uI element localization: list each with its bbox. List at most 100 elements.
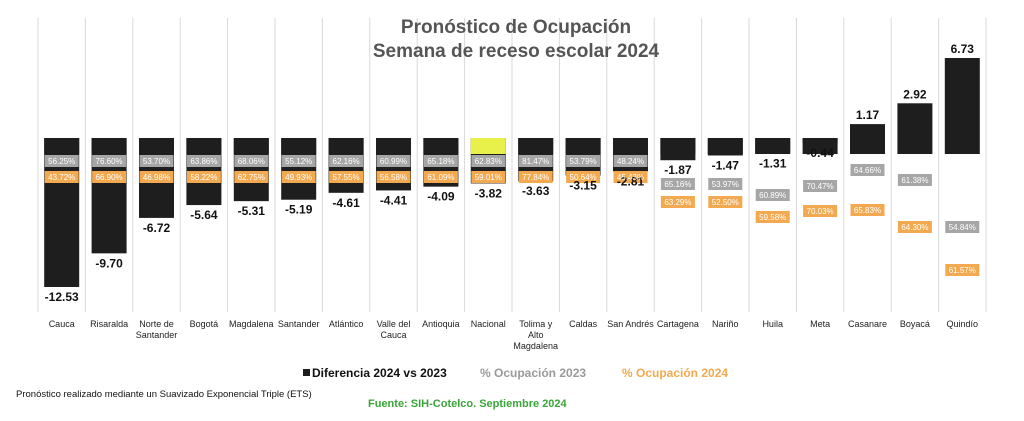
chart-title-line-1: Pronóstico de Ocupación	[401, 17, 631, 38]
diff-bar-santander	[281, 138, 317, 200]
diff-bar-highlight-nacional	[470, 138, 506, 154]
diff-value-risaralda: -9.70	[95, 256, 123, 270]
occ2023-magdalena-box	[234, 155, 269, 167]
category-label-san-andres: San Andrés	[607, 319, 654, 329]
category-label-tolima-y-alto-magdalena: Tolima y	[519, 319, 553, 329]
occ2024-nacional-box	[471, 171, 506, 183]
category-label-antioquia: Antioquia	[422, 319, 460, 329]
diff-value-cartagena: -1.87	[664, 163, 692, 177]
occ2023-santander-box	[281, 155, 316, 167]
category-label-risaralda: Risaralda	[90, 319, 128, 329]
category-label-tolima-y-alto-magdalena: Magdalena	[513, 341, 558, 351]
occ2024-norte-de-santander-box	[139, 171, 174, 183]
occ2024-risaralda-label: 66.90%	[96, 173, 123, 182]
source-note: Fuente: SIH-Cotelco. Septiembre 2024	[368, 398, 567, 410]
category-label-huila: Huila	[762, 319, 783, 329]
legend-label-diff: Diferencia 2024 vs 2023	[312, 366, 447, 380]
occ2024-magdalena-box	[234, 171, 269, 183]
occ2024-huila-box	[755, 211, 790, 223]
occ2024-san-andres-box	[613, 171, 648, 183]
occ2023-meta-box	[803, 180, 838, 192]
legend-label-2024: % Ocupación 2024	[622, 366, 728, 380]
occ2023-huila-box	[755, 189, 790, 201]
occ2023-casanare-label: 64.66%	[854, 166, 881, 175]
diff-value-huila: -1.31	[759, 157, 787, 171]
occ2024-huila-label: 59.58%	[759, 213, 786, 222]
diff-bar-narino	[707, 138, 743, 156]
diff-bar-magdalena	[233, 138, 269, 202]
occ2024-caldas-box	[566, 171, 601, 183]
occ2023-norte-de-santander-label: 53.70%	[143, 157, 170, 166]
occ2024-bogota-box	[186, 171, 221, 183]
occ2023-boyaca-label: 61.38%	[901, 176, 928, 185]
diff-value-norte-de-santander: -6.72	[143, 221, 171, 235]
diff-value-cauca: -12.53	[45, 290, 79, 304]
occ2023-atlantico-box	[329, 155, 364, 167]
occ2023-valle-del-cauca-box	[376, 155, 411, 167]
occ2023-san-andres-label: 48.24%	[617, 157, 644, 166]
occ2024-casanare-box	[850, 204, 885, 216]
occ2023-casanare-box	[850, 164, 885, 176]
category-label-bogota: Bogotá	[190, 319, 219, 329]
occ2023-bogota-box	[186, 155, 221, 167]
occ2024-quindio-box	[945, 264, 980, 276]
occ2023-bogota-label: 63.86%	[190, 157, 217, 166]
occ2023-quindio-box	[945, 221, 980, 233]
category-label-casanare: Casanare	[848, 319, 887, 329]
occ2024-antioquia-box	[423, 171, 458, 183]
occ2024-atlantico-label: 57.55%	[333, 173, 360, 182]
category-label-valle-del-cauca: Cauca	[380, 330, 406, 340]
occ2023-magdalena-label: 68.06%	[238, 157, 265, 166]
occ2023-cartagena-box	[660, 178, 695, 190]
category-label-boyaca: Boyacá	[900, 319, 930, 329]
occ2023-meta-label: 70.47%	[807, 182, 834, 191]
diff-value-santander: -5.19	[285, 203, 313, 217]
occ2024-antioquia-label: 61.09%	[427, 173, 454, 182]
occ2023-tolima-y-alto-magdalena-label: 81.47%	[522, 157, 549, 166]
category-label-tolima-y-alto-magdalena: Alto	[528, 330, 544, 340]
occ2024-boyaca-box	[897, 221, 932, 233]
category-label-norte-de-santander: Norte de	[139, 319, 174, 329]
occ2023-quindio-label: 54.84%	[949, 223, 976, 232]
category-label-magdalena: Magdalena	[229, 319, 274, 329]
occ2024-caldas-label: 50.64%	[570, 173, 597, 182]
occ2024-meta-box	[803, 205, 838, 217]
diff-value-narino: -1.47	[712, 158, 740, 172]
occ2023-caldas-box	[566, 155, 601, 167]
occ2024-cauca-label: 43.72%	[48, 173, 75, 182]
occ2023-antioquia-label: 65.18%	[427, 157, 454, 166]
chart-title-line-2: Semana de receso escolar 2024	[373, 41, 660, 62]
category-label-santander: Santander	[278, 319, 320, 329]
occ2023-tolima-y-alto-magdalena-box	[518, 155, 553, 167]
diff-value-caldas: -3.15	[569, 178, 597, 192]
occ2024-valle-del-cauca-label: 56.58%	[380, 173, 407, 182]
occ2023-boyaca-box	[897, 174, 932, 186]
diff-bar-cartagena	[660, 138, 696, 161]
occ2023-cauca-label: 56.25%	[48, 157, 75, 166]
occ2023-nacional-label: 62.83%	[475, 157, 502, 166]
diff-bar-meta	[802, 138, 838, 144]
diff-bar-quindio	[944, 58, 980, 138]
category-label-valle-del-cauca: Valle del	[377, 319, 411, 329]
diff-value-bogota: -5.64	[190, 208, 218, 222]
occ2024-valle-del-cauca-box	[376, 171, 411, 183]
occ2024-atlantico-box	[329, 171, 364, 183]
occ2024-magdalena-label: 62.75%	[238, 173, 265, 182]
occ2023-valle-del-cauca-label: 60.99%	[380, 157, 407, 166]
occ2024-santander-label: 49.93%	[285, 173, 312, 182]
category-label-caldas: Caldas	[569, 319, 598, 329]
occ2024-meta-label: 70.03%	[807, 207, 834, 216]
category-label-atlantico: Atlántico	[329, 319, 364, 329]
occ2023-cauca-box	[44, 155, 79, 167]
occ2023-huila-label: 60.89%	[759, 191, 786, 200]
diff-value-nacional: -3.82	[475, 186, 503, 200]
occ2024-nacional-label: 59.01%	[475, 173, 502, 182]
diff-value-antioquia: -4.09	[427, 190, 455, 204]
band-casanare	[850, 138, 885, 154]
category-label-narino: Nariño	[712, 319, 739, 329]
occ2024-risaralda-box	[92, 171, 127, 183]
occ2024-santander-box	[281, 171, 316, 183]
band-boyaca	[897, 138, 933, 154]
occ2024-cartagena-label: 63.29%	[664, 198, 691, 207]
